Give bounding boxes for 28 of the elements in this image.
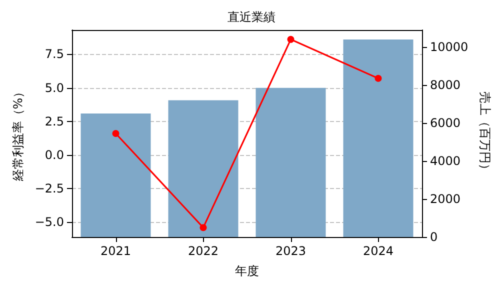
y-tick-label: 7.5 bbox=[44, 47, 64, 62]
bar bbox=[168, 100, 238, 237]
point bbox=[200, 224, 207, 232]
y-tick-label: 0.0 bbox=[44, 148, 64, 162]
y2-tick-label: 0 bbox=[430, 230, 438, 244]
x-tick-label: 2023 bbox=[275, 244, 306, 258]
x-tick-label: 2022 bbox=[188, 244, 219, 258]
y2-tick-label: 4000 bbox=[430, 154, 461, 168]
point bbox=[374, 74, 382, 82]
y-tick-label: −5.0 bbox=[34, 215, 64, 230]
x-axis-title: 年度 bbox=[235, 264, 259, 278]
bar bbox=[343, 39, 414, 237]
y2-tick-label: 2000 bbox=[430, 192, 461, 206]
y2-tick-label: 10000 bbox=[430, 40, 468, 54]
y2-axis-title: 売上（百万円） bbox=[478, 92, 492, 176]
y2-tick-label: 8000 bbox=[430, 78, 461, 92]
bar bbox=[80, 114, 151, 237]
point bbox=[112, 130, 120, 137]
point bbox=[287, 36, 294, 43]
y-axis-title: 経常利益率（%） bbox=[10, 86, 25, 182]
y-tick-label: 2.5 bbox=[44, 114, 64, 128]
chart-title: 直近業績 bbox=[228, 10, 276, 24]
y2-tick-label: 6000 bbox=[430, 116, 461, 130]
x-tick-label: 2024 bbox=[362, 244, 394, 258]
y-tick-label: −2.5 bbox=[34, 182, 64, 196]
x-tick-label: 2021 bbox=[100, 244, 132, 258]
bar bbox=[256, 88, 326, 237]
y-tick-label: 5.0 bbox=[44, 80, 64, 95]
